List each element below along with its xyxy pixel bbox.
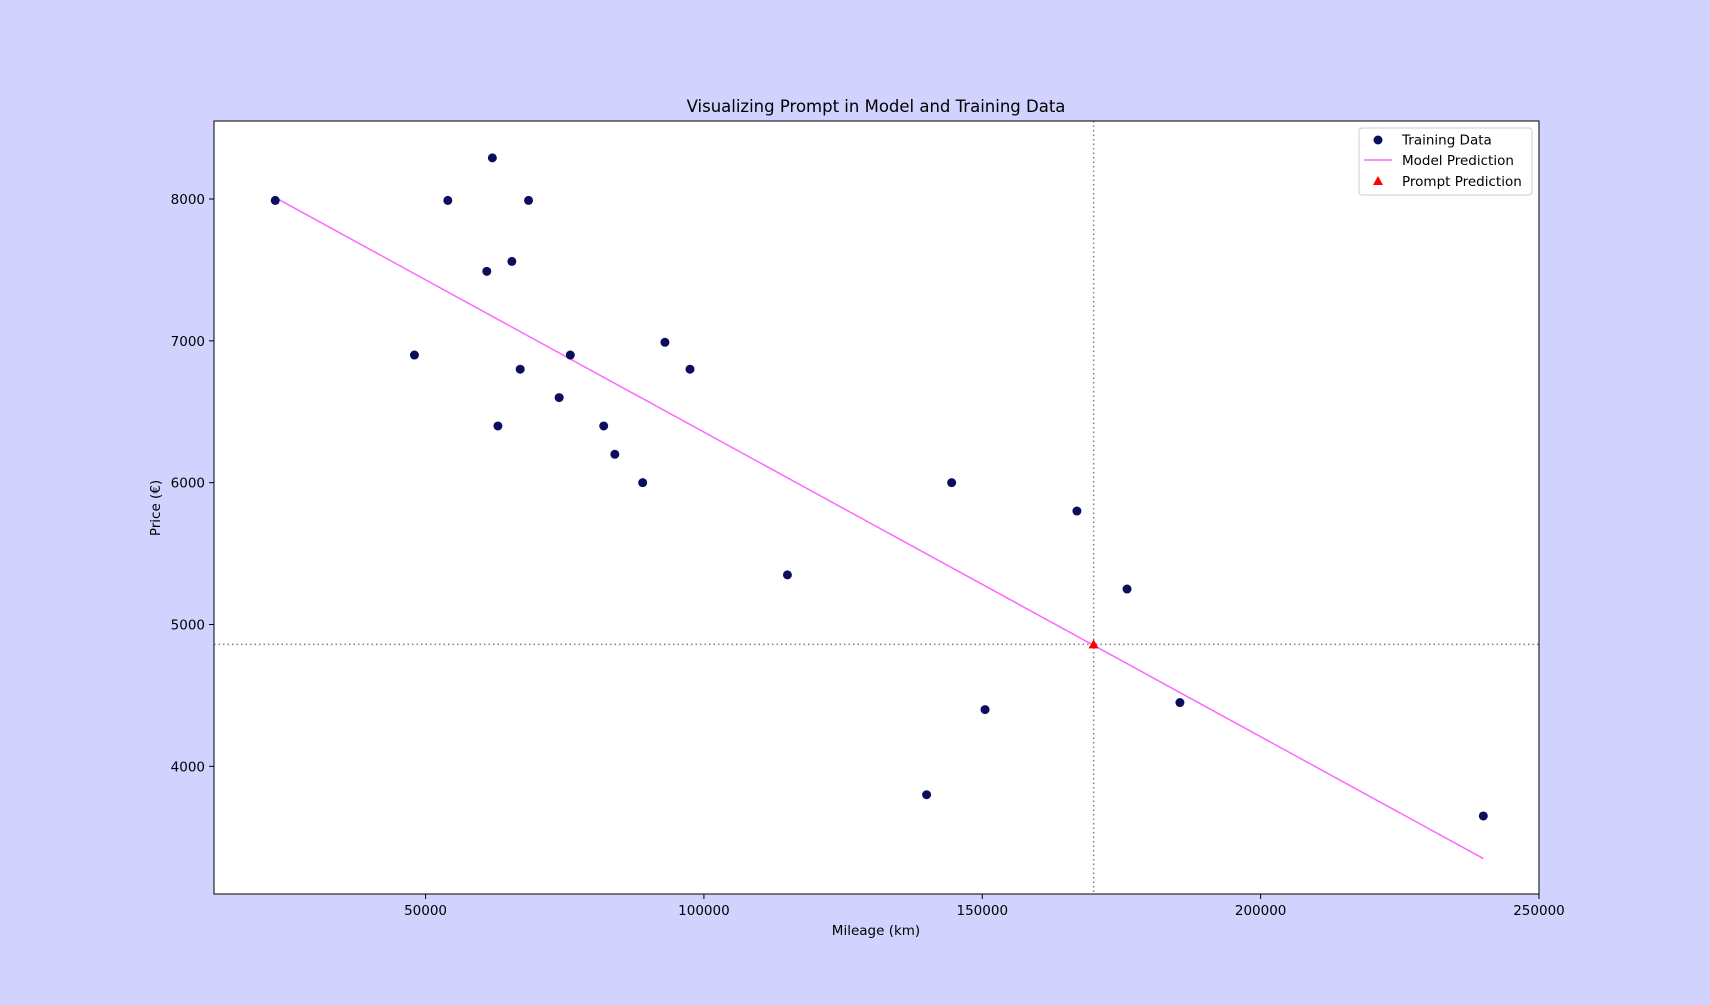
training-data-point	[1478, 811, 1488, 821]
legend-marker-training-data	[1373, 135, 1383, 145]
y-tick-label: 7000	[171, 334, 205, 350]
x-tick-label: 150000	[957, 903, 1009, 919]
training-data-point	[782, 570, 792, 580]
training-data-point	[638, 478, 648, 488]
legend-box	[1358, 127, 1533, 196]
training-data-point	[660, 337, 670, 347]
plot-frame	[213, 120, 1540, 895]
training-data-point	[487, 153, 497, 163]
training-data-point	[270, 195, 280, 205]
x-tick-label: 250000	[1513, 903, 1565, 919]
training-data-layer	[270, 153, 1488, 821]
chart-title: Visualizing Prompt in Model and Training…	[687, 97, 1066, 116]
plot-area	[214, 121, 1539, 894]
training-data-point	[409, 350, 419, 360]
training-data-point	[565, 350, 575, 360]
training-data-point	[524, 195, 534, 205]
y-axis-ticks: 4000 5000 6000 7000 8000	[171, 192, 214, 775]
prompt-prediction-layer	[1088, 639, 1099, 649]
training-data-point	[685, 364, 695, 374]
training-data-point	[610, 449, 620, 459]
training-data-point	[493, 421, 503, 431]
training-data-point	[1072, 506, 1082, 516]
training-data-point	[1122, 584, 1132, 594]
training-data-point	[1175, 698, 1185, 708]
y-tick-label: 8000	[171, 192, 205, 208]
reference-lines	[214, 121, 1539, 894]
y-axis-label: Price (€)	[148, 480, 164, 536]
model-prediction-layer	[274, 196, 1484, 860]
x-axis-ticks: 50000 100000 150000 200000 250000	[404, 894, 1565, 919]
y-tick-label: 4000	[171, 759, 205, 775]
x-tick-label: 200000	[1235, 903, 1287, 919]
legend-label-training-data: Training Data	[1401, 133, 1492, 149]
training-data-point	[980, 705, 990, 715]
training-data-point	[443, 195, 453, 205]
training-data-point	[922, 790, 932, 800]
legend: Training Data Model Prediction Prompt Pr…	[1358, 127, 1533, 196]
legend-label-prompt-prediction: Prompt Prediction	[1402, 174, 1522, 190]
training-data-point	[515, 364, 525, 374]
x-tick-label: 100000	[678, 903, 730, 919]
model-prediction-line	[274, 196, 1484, 860]
training-data-point	[554, 393, 564, 403]
y-tick-label: 6000	[171, 476, 205, 492]
training-data-point	[947, 478, 957, 488]
training-data-point	[507, 256, 517, 266]
training-data-point	[599, 421, 609, 431]
y-tick-label: 5000	[171, 618, 205, 634]
x-tick-label: 50000	[404, 903, 447, 919]
legend-marker-prompt-prediction	[1373, 176, 1383, 185]
prompt-prediction-point	[1088, 639, 1099, 649]
training-data-point	[482, 266, 492, 276]
legend-label-model-prediction: Model Prediction	[1402, 153, 1514, 169]
x-axis-label: Mileage (km)	[832, 923, 920, 939]
